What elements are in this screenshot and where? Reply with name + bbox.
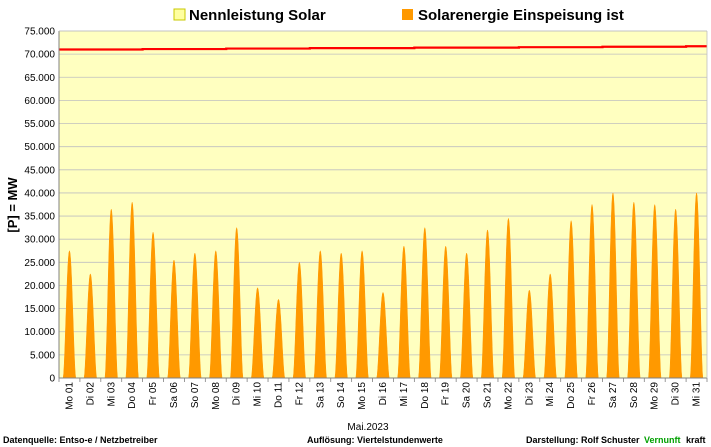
solar-day-peak [292,261,306,379]
x-tick-label: Di 23 [524,382,535,406]
legend: Nennleistung Solar Solarenergie Einspeis… [173,7,624,24]
x-tick-label: Mi 17 [399,382,410,407]
x-tick-label: Mi 10 [253,382,264,407]
solar-day-peak [480,228,495,379]
solar-day-peak [648,204,662,379]
y-tick-label: 45.000 [24,165,55,176]
y-tick-label: 60.000 [24,96,55,107]
solar-area-series [62,192,704,379]
solar-day-peak [188,252,202,379]
footer-brand-green: Vernunft [644,435,681,445]
x-tick-label: Fr 12 [294,382,305,406]
solar-day-peak [167,259,181,379]
x-tick-label: So 28 [629,382,640,409]
solar-day-peak [460,252,474,379]
solar-day-peak [62,249,76,379]
solar-day-peak [104,209,118,379]
footer-source: Datenquelle: Entso-e / Netzbetreiber [3,435,158,445]
x-tick-label: Mi 24 [545,382,556,407]
capacity-line [59,45,707,51]
solar-day-peak [501,218,515,379]
footer-brand-black: kraft [686,435,706,445]
x-tick-label: Fr 05 [148,382,159,406]
solar-day-peak [125,202,139,379]
y-tick-label: 50.000 [24,142,55,153]
x-tick-label: Mo 15 [357,382,368,410]
legend-label-solar: Solarenergie Einspeisung ist [418,7,624,24]
solar-day-peak [543,273,557,379]
x-tick-label: Do 25 [566,382,577,409]
y-tick-label: 5.000 [30,350,55,361]
x-tick-labels: Mo 01 Di 02 Mi 03 Do 04 Fr 05 Sa 06 So 07 Mo 08… [64,382,702,410]
x-tick-label: Mo 01 [64,382,75,410]
y-tick-label: 15.000 [24,304,55,315]
solar-day-peak [585,204,599,379]
solar-day-peak [522,289,536,379]
y-tick-label: 70.000 [24,50,55,61]
y-axis-label: [P] = MW [5,177,20,233]
y-tick-label: 75.000 [24,27,55,38]
x-tick-label: Sa 27 [608,382,619,409]
solar-day-peak [209,249,223,379]
x-tick-label: Mo 08 [211,382,222,410]
legend-swatch-capacity [173,8,186,21]
y-tick-label: 30.000 [24,235,55,246]
x-tick-label: Sa 13 [315,382,326,409]
y-tick-label: 35.000 [24,212,55,223]
y-tick-label: 55.000 [24,119,55,130]
x-tick-label: Sa 20 [462,382,473,409]
y-tick-label: 40.000 [24,188,55,199]
y-tick-label: 10.000 [24,327,55,338]
x-tick-label: Fr 19 [441,382,452,406]
x-tick-label: Do 11 [273,382,284,408]
x-tick-label: Di 30 [671,382,682,406]
x-tick-label: Mi 03 [106,382,117,407]
axes [58,30,708,382]
solar-day-peak [271,298,286,379]
solar-day-peak [606,192,620,379]
y-tick-label: 0 [49,374,55,385]
solar-day-peak [251,287,265,379]
x-tick-label: Mi 31 [692,382,703,407]
x-tick-label: Di 02 [85,382,96,406]
x-tick-label: Di 09 [232,382,243,406]
solar-day-peak [334,252,348,379]
y-tick-label: 65.000 [24,73,55,84]
solar-day-peak [313,249,327,379]
solar-day-peak [376,291,390,379]
solar-day-peak [669,209,683,379]
x-tick-label: Do 18 [420,382,431,409]
x-tick-label: Sa 06 [169,382,180,409]
solar-day-peak [564,220,578,379]
y-tick-labels: 0 5.000 10.000 15.000 20.000 25.000 30.000 35.0… [24,27,55,385]
solar-day-peak [627,202,641,379]
y-tick-label: 20.000 [24,281,55,292]
solar-day-peak [690,192,704,379]
solar-day-peak [146,231,160,379]
x-tick-label: Do 04 [127,382,138,409]
x-tick-label: So 14 [336,382,347,409]
legend-label-capacity: Nennleistung Solar [189,7,326,24]
y-tick-label: 25.000 [24,258,55,269]
x-tick-label: Mo 22 [503,382,514,410]
solar-day-peak [397,245,411,379]
x-tick-label: Mo 29 [650,382,661,410]
x-tick-label: So 21 [483,382,494,409]
legend-swatch-solar [402,9,413,20]
solar-day-peak [418,227,432,379]
x-tick-label: So 07 [190,382,201,409]
solar-day-peak [355,249,369,379]
footer-author: Darstellung: Rolf Schuster [526,435,640,445]
x-axis-label: Mai.2023 [347,422,389,433]
x-tick-label: Di 16 [378,382,389,406]
x-tick-label: Fr 26 [587,382,598,406]
capacity-line-series [59,45,707,51]
solar-day-peak [83,273,97,379]
footer-resolution: Auflösung: Viertelstundenwerte [307,435,443,445]
solar-day-peak [439,245,453,379]
solar-day-peak [230,227,244,379]
